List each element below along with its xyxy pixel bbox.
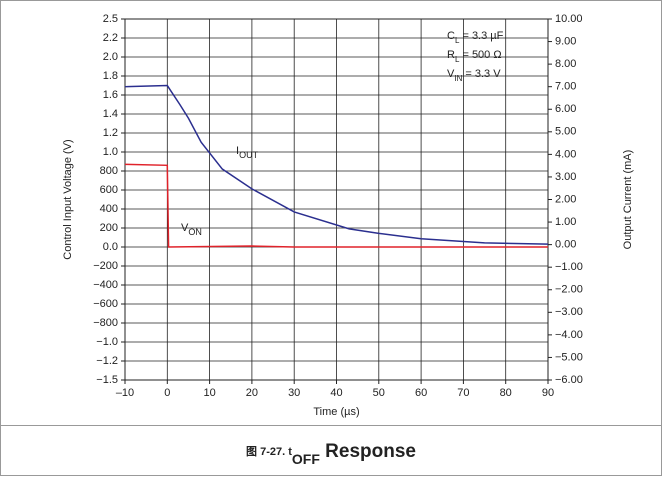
x-tick-label: 50 xyxy=(373,387,385,399)
y2-tick-label: −3.00 xyxy=(555,306,583,318)
series-label: IOUT xyxy=(236,145,259,160)
annotation: RL = 500 Ω xyxy=(447,49,502,64)
y-tick-label: 1.2 xyxy=(103,127,118,139)
y-tick-label: −1.5 xyxy=(96,374,118,386)
annotation-part: L xyxy=(455,36,460,45)
annotation-part: L xyxy=(455,55,460,64)
plot-border xyxy=(124,18,549,381)
y-tick-label: 1.6 xyxy=(103,89,118,101)
y-tick-label: −400 xyxy=(93,279,118,291)
y-tick-label: 2.5 xyxy=(103,13,118,25)
y2-tick-label: −1.00 xyxy=(555,261,583,273)
y2-tick-label: 7.00 xyxy=(555,81,576,93)
y2-tick-label: 1.00 xyxy=(555,216,576,228)
caption-part: 图 7-27. t xyxy=(246,445,292,458)
y-tick-label: −200 xyxy=(93,260,118,272)
x-tick-label: 80 xyxy=(500,387,512,399)
y-tick-label: 2.0 xyxy=(103,51,118,63)
y2-tick-label: 3.00 xyxy=(555,171,576,183)
y2-tick-label: 5.00 xyxy=(555,126,576,138)
x-tick-label: –10 xyxy=(116,387,134,399)
annotation-part: = 3.3 V xyxy=(462,68,501,80)
annotation-part: = 500 Ω xyxy=(459,49,501,61)
y2-tick-label: −5.00 xyxy=(555,351,583,363)
y-tick-label: 800 xyxy=(100,165,118,177)
annotation-part: R xyxy=(447,49,455,61)
x-tick-label: 90 xyxy=(542,387,554,399)
annotation-part: C xyxy=(447,30,455,42)
y2-tick-label: 4.00 xyxy=(555,148,576,160)
caption: 图 7-27. tOFF Response xyxy=(246,441,416,467)
x-tick-label: 0 xyxy=(164,387,170,399)
annotation-part: = 3.3 µF xyxy=(459,30,503,42)
y-tick-label: 1.8 xyxy=(103,70,118,82)
annotation: VIN = 3.3 V xyxy=(447,68,501,83)
series-label: VON xyxy=(181,222,202,237)
y-tick-label: 1.4 xyxy=(103,108,118,120)
caption-part: OFF xyxy=(292,451,320,467)
y-tick-label: 200 xyxy=(100,222,118,234)
series-label-part: OUT xyxy=(239,150,259,160)
y2-tick-label: 2.00 xyxy=(555,193,576,205)
y-tick-label: −1.0 xyxy=(96,336,118,348)
y2-tick-label: 6.00 xyxy=(555,103,576,115)
y2-tick-label: −2.00 xyxy=(555,284,583,296)
y2-tick-label: 0.00 xyxy=(555,239,576,251)
y-axis-title: Control Input Voltage (V) xyxy=(62,139,74,259)
caption-part: Response xyxy=(320,441,416,462)
y2-tick-label: 8.00 xyxy=(555,58,576,70)
series-line xyxy=(124,84,549,245)
x-axis-title: Time (µs) xyxy=(313,406,359,418)
x-tick-label: 10 xyxy=(203,387,215,399)
series-label-part: V xyxy=(181,222,189,234)
y-tick-label: −600 xyxy=(93,298,118,310)
series-label-part: I xyxy=(236,145,239,157)
annotation: CL = 3.3 µF xyxy=(447,30,504,45)
series-label-part: ON xyxy=(188,227,202,237)
y2-axis-title: Output Current (mA) xyxy=(622,150,634,250)
x-tick-label: 70 xyxy=(457,387,469,399)
y-tick-label: 400 xyxy=(100,203,118,215)
y2-tick-label: −6.00 xyxy=(555,374,583,386)
x-tick-label: 30 xyxy=(288,387,300,399)
x-tick-label: 20 xyxy=(246,387,258,399)
y2-tick-label: 10.00 xyxy=(555,13,583,25)
y-tick-label: 1.0 xyxy=(103,146,118,158)
y-tick-label: 0.0 xyxy=(103,241,118,253)
y-tick-label: −1.2 xyxy=(96,355,118,367)
series-line xyxy=(124,163,548,248)
y2-tick-label: 9.00 xyxy=(555,35,576,47)
x-tick-label: 40 xyxy=(330,387,342,399)
x-tick-label: 60 xyxy=(415,387,427,399)
y-tick-label: −800 xyxy=(93,317,118,329)
y-tick-label: 2.2 xyxy=(103,32,118,44)
annotation-part: V xyxy=(447,68,455,80)
y2-tick-label: −4.00 xyxy=(555,329,583,341)
y-tick-label: 600 xyxy=(100,184,118,196)
annotation-part: IN xyxy=(454,74,462,83)
